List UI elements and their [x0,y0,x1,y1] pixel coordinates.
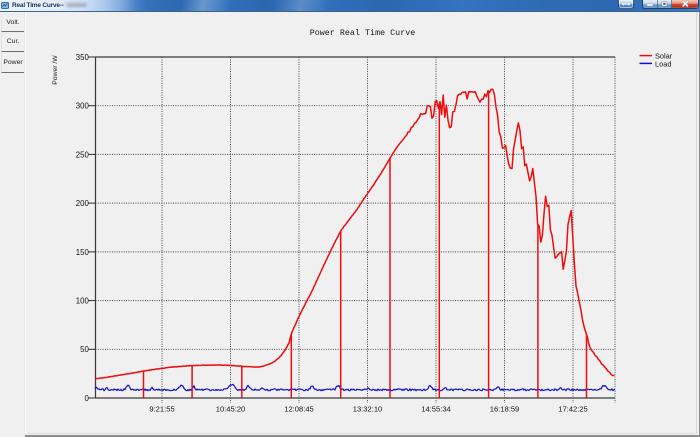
svg-text:0: 0 [84,394,89,403]
svg-text:16:18:59: 16:18:59 [490,404,520,413]
svg-text:350: 350 [76,53,90,62]
svg-text:100: 100 [76,297,90,306]
svg-text:250: 250 [76,150,90,159]
svg-text:10:45:20: 10:45:20 [216,404,246,413]
svg-text:9:21:55: 9:21:55 [149,404,174,413]
svg-text:13:32:10: 13:32:10 [353,404,383,413]
svg-text:Power /W: Power /W [52,55,59,85]
svg-text:12:08:45: 12:08:45 [284,404,314,413]
svg-text:Load: Load [655,59,671,68]
svg-text:Power Real Time Curve: Power Real Time Curve [310,28,416,38]
svg-text:200: 200 [76,199,90,208]
svg-text:Solar: Solar [655,52,673,61]
svg-text:14:55:34: 14:55:34 [421,404,451,413]
svg-text:300: 300 [76,102,90,111]
svg-text:150: 150 [76,248,90,257]
svg-text:17:42:25: 17:42:25 [558,404,588,413]
svg-text:50: 50 [80,345,89,354]
